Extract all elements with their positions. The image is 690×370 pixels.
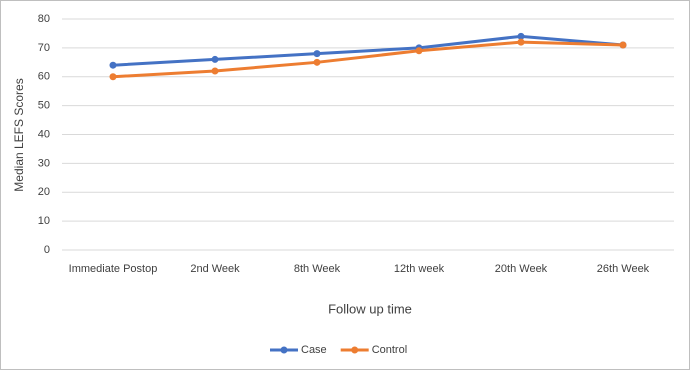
point xyxy=(109,73,117,81)
y-tick-label: 20 xyxy=(38,186,50,198)
point xyxy=(109,61,117,69)
x-axis-title: Follow up time xyxy=(328,301,412,316)
point xyxy=(211,55,219,63)
series-line xyxy=(112,40,624,79)
point xyxy=(517,38,525,46)
legend-label: Control xyxy=(372,344,407,356)
y-tick-label: 80 xyxy=(38,13,50,25)
y-tick-label: 10 xyxy=(38,215,50,227)
legend-marker xyxy=(280,346,288,354)
point xyxy=(517,32,525,40)
x-tick-label: 2nd Week xyxy=(190,263,240,275)
x-tick-label: 20th Week xyxy=(494,263,548,275)
y-tick-label: 50 xyxy=(38,100,50,112)
y-tick-label: 0 xyxy=(44,244,50,256)
y-tick-label: 40 xyxy=(38,128,50,140)
point xyxy=(415,47,423,55)
point xyxy=(313,58,321,66)
point xyxy=(313,50,321,58)
point xyxy=(211,67,219,75)
legend-label: Case xyxy=(301,344,327,356)
legend-marker xyxy=(351,346,359,354)
series-line xyxy=(112,34,624,67)
y-tick-label: 70 xyxy=(38,42,50,54)
x-tick-label: Immediate Postop xyxy=(68,263,158,275)
x-tick-label: 26th Week xyxy=(596,263,650,275)
x-tick-label: 12th week xyxy=(393,263,445,275)
x-tick-label: 8th Week xyxy=(293,263,341,275)
y-tick-label: 30 xyxy=(38,157,50,169)
point xyxy=(619,41,627,49)
y-axis-title: Median LEFS Scores xyxy=(12,78,26,191)
y-tick-label: 60 xyxy=(38,71,50,83)
